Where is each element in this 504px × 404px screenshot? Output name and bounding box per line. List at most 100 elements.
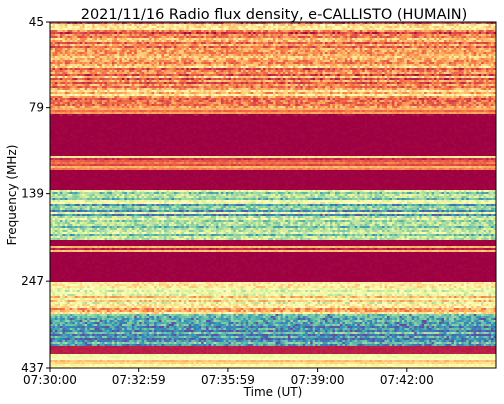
heatmap-cell <box>230 40 234 43</box>
heatmap-cell <box>466 24 470 27</box>
heatmap-cell <box>362 44 366 47</box>
heatmap-cell <box>476 42 480 45</box>
heatmap-cell <box>201 22 205 25</box>
heatmap-cell <box>486 28 489 31</box>
heatmap-cell <box>111 38 115 41</box>
heatmap-cell <box>104 32 108 35</box>
heatmap-cell <box>486 44 489 47</box>
heatmap-cell <box>77 40 81 43</box>
heatmap-cell <box>468 36 472 39</box>
heatmap-cell <box>468 22 472 25</box>
heatmap-cell <box>129 46 133 49</box>
heatmap-cell <box>183 30 187 33</box>
heatmap-cell <box>334 36 338 39</box>
heatmap-cell <box>436 38 440 41</box>
heatmap-cell <box>134 22 138 25</box>
heatmap-cell <box>379 34 383 37</box>
heatmap-cell <box>203 26 207 29</box>
heatmap-cell <box>396 46 400 49</box>
heatmap-cell <box>325 42 328 45</box>
heatmap-cell <box>317 26 321 29</box>
heatmap-cell <box>344 36 348 39</box>
heatmap-cell <box>151 38 155 41</box>
heatmap-cell <box>476 32 480 35</box>
heatmap-cell <box>317 32 321 35</box>
heatmap-cell <box>87 30 91 33</box>
heatmap-cell <box>436 34 440 37</box>
heatmap-cell <box>84 38 88 41</box>
heatmap-cell <box>315 28 318 31</box>
heatmap-cell <box>176 28 180 31</box>
heatmap-cell <box>62 32 66 35</box>
heatmap-cell <box>305 34 309 37</box>
heatmap-cell <box>439 44 442 47</box>
heatmap-cell <box>220 46 224 49</box>
heatmap-cell <box>163 22 167 25</box>
heatmap-cell <box>382 34 385 37</box>
heatmap-cell <box>126 36 130 39</box>
heatmap-cell <box>144 38 148 41</box>
heatmap-cell <box>106 24 110 27</box>
heatmap-cell <box>72 40 76 43</box>
heatmap-cell <box>406 46 410 49</box>
heatmap-cell <box>263 30 266 33</box>
heatmap-cell <box>431 44 435 47</box>
heatmap-cell <box>62 46 66 49</box>
heatmap-cell <box>478 40 482 43</box>
heatmap-cell <box>396 32 400 35</box>
heatmap-cell <box>416 24 420 27</box>
heatmap-cell <box>116 40 120 43</box>
heatmap-cell <box>243 26 247 29</box>
heatmap-cell <box>181 26 185 29</box>
heatmap-cell <box>280 28 284 31</box>
heatmap-cell <box>220 36 224 39</box>
heatmap-cell <box>302 32 306 35</box>
heatmap-cell <box>352 32 356 35</box>
heatmap-cell <box>302 30 306 33</box>
heatmap-cell <box>213 40 217 43</box>
heatmap-cell <box>243 34 247 37</box>
heatmap-cell <box>196 22 200 25</box>
heatmap-cell <box>240 44 244 47</box>
heatmap-cell <box>342 42 346 45</box>
heatmap-cell <box>334 28 338 31</box>
heatmap-cell <box>297 22 301 25</box>
heatmap-cell <box>431 28 435 31</box>
heatmap-cell <box>476 40 480 43</box>
heatmap-cell <box>394 38 398 41</box>
heatmap-cell <box>116 44 120 47</box>
heatmap-cell <box>280 44 284 47</box>
heatmap-cell <box>245 40 249 43</box>
heatmap-cell <box>104 44 108 47</box>
heatmap-cell <box>488 38 492 41</box>
heatmap-cell <box>201 38 205 41</box>
heatmap-cell <box>424 22 428 25</box>
heatmap-cell <box>347 26 351 29</box>
heatmap-cell <box>280 30 284 33</box>
heatmap-cell <box>97 46 100 49</box>
heatmap-cell <box>424 34 428 37</box>
heatmap-cell <box>146 32 150 35</box>
heatmap-cell <box>394 44 398 47</box>
heatmap-cell <box>396 38 400 41</box>
heatmap-cell <box>322 22 326 25</box>
heatmap-cell <box>149 34 152 37</box>
heatmap-cell <box>434 28 437 31</box>
heatmap-cell <box>382 38 385 41</box>
heatmap-cell <box>280 32 284 35</box>
heatmap-cell <box>99 34 103 37</box>
heatmap-cell <box>57 26 61 29</box>
heatmap-cell <box>218 40 222 43</box>
heatmap-cell <box>416 28 420 31</box>
heatmap-cell <box>191 42 195 45</box>
heatmap-cell <box>310 36 314 39</box>
heatmap-cell <box>206 38 209 41</box>
heatmap-cell <box>163 28 167 31</box>
heatmap-cell <box>99 40 103 43</box>
heatmap-cell <box>84 32 88 35</box>
heatmap-cell <box>258 26 262 29</box>
heatmap-cell <box>57 32 61 35</box>
heatmap-cell <box>74 36 78 39</box>
heatmap-cell <box>466 46 470 49</box>
heatmap-cell <box>230 34 234 37</box>
